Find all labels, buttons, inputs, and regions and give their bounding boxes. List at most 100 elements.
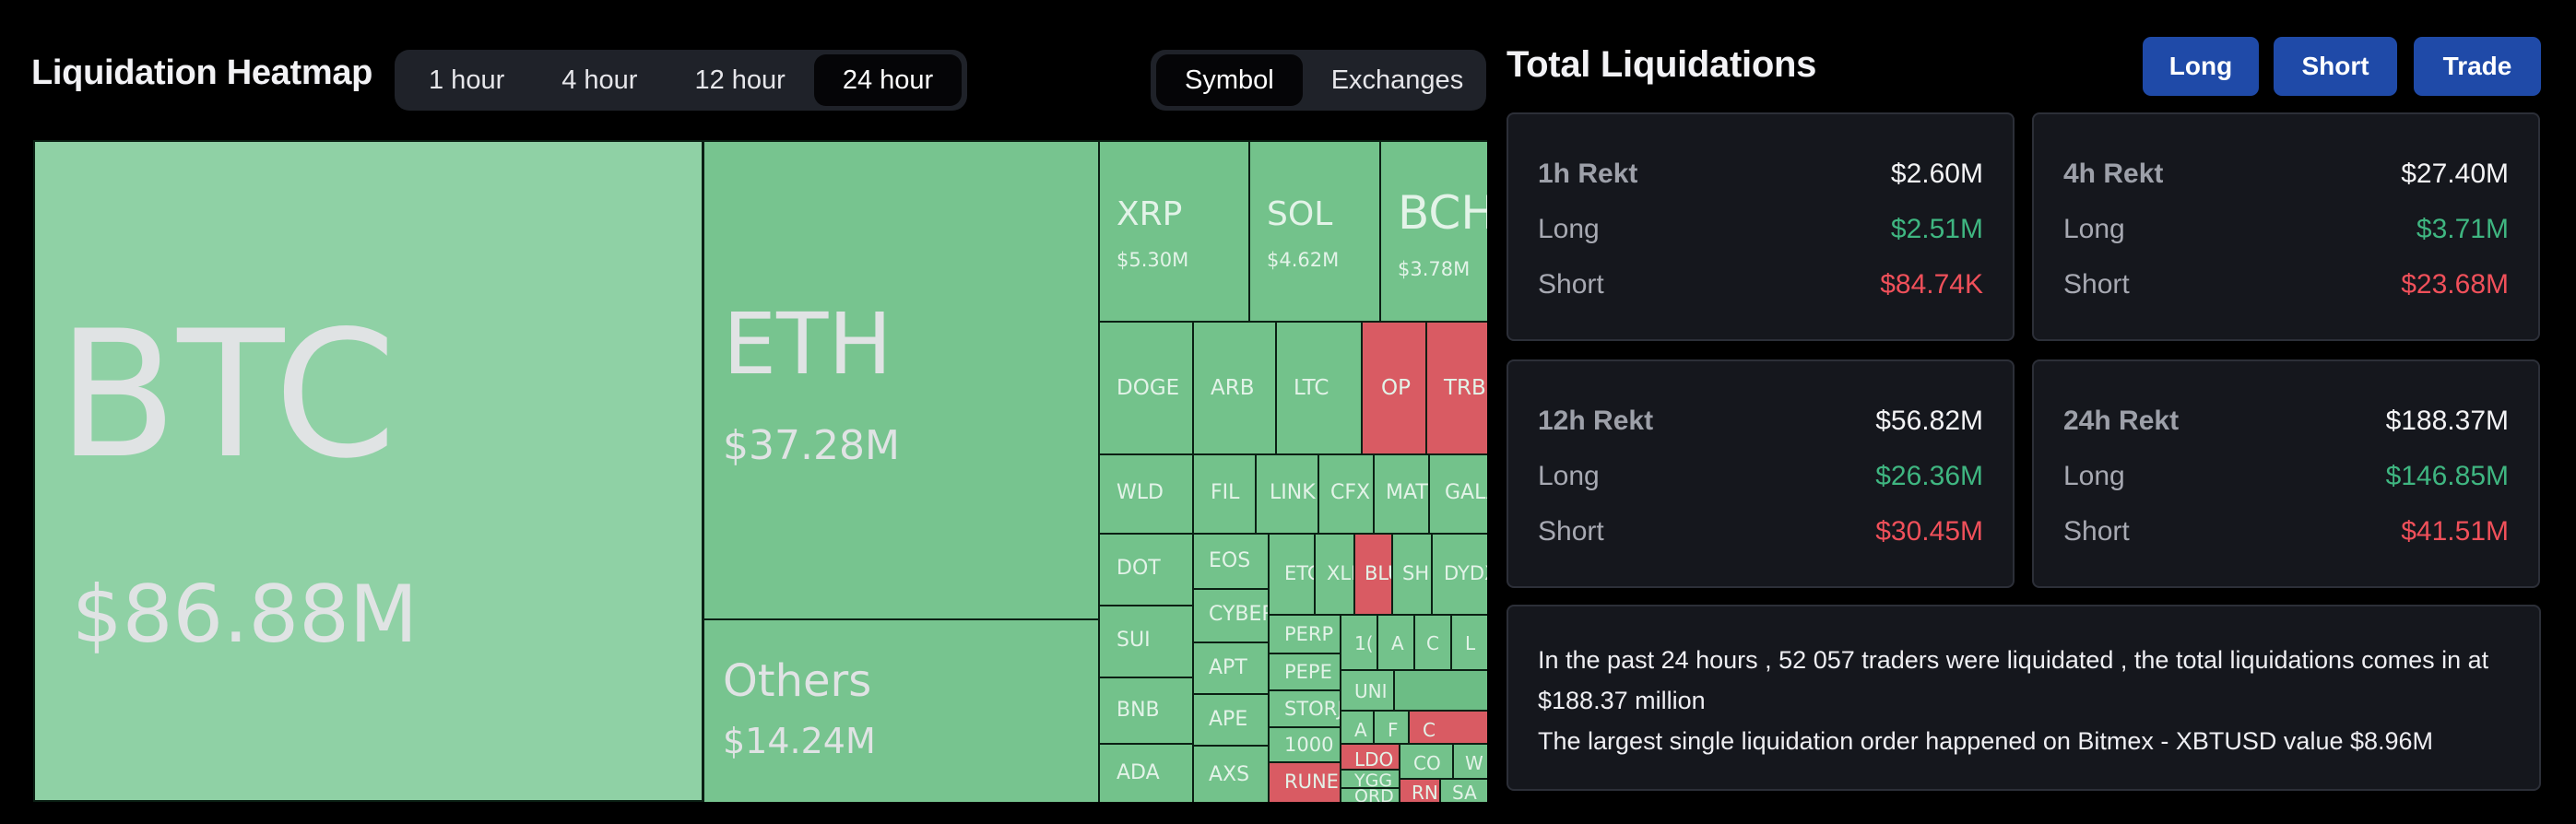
rekt-label: 1h Rekt bbox=[1538, 159, 1638, 189]
tile-trb[interactable]: TRB bbox=[1425, 321, 1487, 455]
tile-dot[interactable]: DOT bbox=[1098, 533, 1194, 606]
tile-ord[interactable]: ORD bbox=[1340, 787, 1400, 802]
tile-ygg[interactable]: YGG bbox=[1340, 769, 1400, 789]
tile-symbol: CYBER bbox=[1209, 603, 1270, 626]
tile-symbol: 1( bbox=[1354, 632, 1374, 654]
tile-symbol: LDO bbox=[1354, 748, 1394, 771]
tile-symbol: DOT bbox=[1117, 557, 1161, 580]
tile-symbol: XRP bbox=[1117, 195, 1183, 233]
tile-storj[interactable]: STORJ bbox=[1268, 689, 1341, 728]
tile-co[interactable]: CO bbox=[1399, 743, 1454, 780]
tile-symbol: SOL bbox=[1267, 195, 1333, 233]
tile-tiny-7[interactable]: C bbox=[1408, 710, 1487, 745]
tile-tiny-2[interactable]: A bbox=[1377, 614, 1415, 671]
rekt-short-row: Short $30.45M bbox=[1538, 516, 1983, 553]
tile-symbol: GALA bbox=[1445, 481, 1487, 504]
tile-cyber[interactable]: CYBER bbox=[1192, 588, 1270, 643]
tile-tiny-6[interactable]: F bbox=[1373, 710, 1410, 745]
timeframe-4h[interactable]: 4 hour bbox=[561, 65, 638, 95]
tile-pepe[interactable]: PEPE bbox=[1268, 653, 1341, 691]
tile-xrp[interactable]: XRP $5.30M bbox=[1098, 140, 1250, 323]
tile-rn[interactable]: RN bbox=[1399, 778, 1441, 802]
trade-button[interactable]: Trade bbox=[2414, 37, 2541, 96]
tile-tiny-5[interactable]: A bbox=[1340, 710, 1375, 745]
tile-sui[interactable]: SUI bbox=[1098, 605, 1194, 678]
tile-symbol: STORJ bbox=[1284, 698, 1341, 720]
tile-apt[interactable]: APT bbox=[1192, 642, 1270, 695]
rekt-long-row: Long $26.36M bbox=[1538, 461, 1983, 498]
tile-tiny-4[interactable]: L bbox=[1450, 614, 1487, 671]
tile-doge[interactable]: DOGE bbox=[1098, 321, 1194, 455]
tile-ada[interactable]: ADA bbox=[1098, 743, 1194, 802]
tile-cfx[interactable]: CFX bbox=[1318, 453, 1375, 535]
tile-bnb[interactable]: BNB bbox=[1098, 677, 1194, 745]
tile-bch[interactable]: BCH $3.78M bbox=[1379, 140, 1487, 323]
tile-symbol: LTC bbox=[1294, 376, 1329, 400]
timeframe-12h[interactable]: 12 hour bbox=[694, 65, 786, 95]
rekt-total: $188.37M bbox=[2385, 406, 2509, 436]
tile-others[interactable]: Others $14.24M bbox=[703, 618, 1100, 802]
tile-gala[interactable]: GALA bbox=[1428, 453, 1487, 535]
rekt-card-1h: 1h Rekt $2.60M Long $2.51M Short $84.74K bbox=[1507, 112, 2015, 341]
rekt-short-row: Short $23.68M bbox=[2063, 269, 2509, 306]
long-label: Long bbox=[2063, 461, 2125, 491]
tile-op[interactable]: OP bbox=[1361, 321, 1427, 455]
tile-1000[interactable]: 1000 bbox=[1268, 726, 1341, 763]
tile-shib[interactable]: SHIB bbox=[1391, 533, 1433, 616]
tile-ltc[interactable]: LTC bbox=[1275, 321, 1363, 455]
liquidation-treemap: BTC $86.88M ETH $37.28M Others $14.24M X… bbox=[33, 140, 1487, 802]
timeframe-24h[interactable]: 24 hour bbox=[813, 54, 963, 106]
tile-perp[interactable]: PERP bbox=[1268, 614, 1341, 654]
tile-symbol: SUI bbox=[1117, 629, 1151, 652]
tile-sol[interactable]: SOL $4.62M bbox=[1248, 140, 1381, 323]
tile-sa[interactable]: SA bbox=[1439, 778, 1487, 802]
tile-uni[interactable]: UNI bbox=[1340, 669, 1395, 712]
tile-fil[interactable]: FIL bbox=[1192, 453, 1257, 535]
tile-wld[interactable]: WLD bbox=[1098, 453, 1194, 535]
tile-symbol: ETH bbox=[723, 295, 892, 394]
tile-ldo[interactable]: LDO bbox=[1340, 743, 1400, 771]
tile-arb[interactable]: ARB bbox=[1192, 321, 1277, 455]
tile-rune[interactable]: RUNE bbox=[1268, 761, 1341, 802]
rekt-label: 12h Rekt bbox=[1538, 406, 1654, 436]
tile-tiny-3[interactable]: C bbox=[1413, 614, 1452, 671]
timeframe-1h[interactable]: 1 hour bbox=[429, 65, 505, 95]
tile-eos[interactable]: EOS bbox=[1192, 533, 1270, 590]
tile-ape[interactable]: APE bbox=[1192, 693, 1270, 747]
tile-symbol: YGG bbox=[1354, 771, 1393, 789]
tile-dydx[interactable]: DYDX bbox=[1431, 533, 1487, 616]
heatmap-title: Liquidation Heatmap bbox=[31, 53, 373, 92]
tile-eth[interactable]: ETH $37.28M bbox=[703, 140, 1100, 620]
rekt-long-row: Long $146.85M bbox=[2063, 461, 2509, 498]
rekt-label: 4h Rekt bbox=[2063, 159, 2164, 189]
tile-btc[interactable]: BTC $86.88M bbox=[33, 140, 703, 802]
rekt-long-row: Long $2.51M bbox=[1538, 214, 1983, 251]
tile-etc[interactable]: ETC bbox=[1268, 533, 1316, 616]
long-button[interactable]: Long bbox=[2143, 37, 2259, 96]
rekt-long-row: Long $3.71M bbox=[2063, 214, 2509, 251]
view-exchanges[interactable]: Exchanges bbox=[1330, 65, 1464, 95]
tile-symbol: RN bbox=[1412, 782, 1438, 802]
tile-w[interactable]: W bbox=[1452, 743, 1487, 780]
tile-symbol: BLUR bbox=[1365, 562, 1391, 584]
tile-symbol: SA bbox=[1452, 782, 1477, 802]
tile-matic[interactable]: MATIC bbox=[1373, 453, 1430, 535]
view-symbol[interactable]: Symbol bbox=[1156, 54, 1303, 106]
total-liquidations-title: Total Liquidations bbox=[1507, 44, 1817, 85]
tile-tiny-1[interactable]: 1( bbox=[1340, 614, 1378, 671]
tile-symbol: W bbox=[1465, 752, 1483, 774]
short-button[interactable]: Short bbox=[2274, 37, 2397, 96]
short-label: Short bbox=[2063, 516, 2130, 547]
tile-symbol: Others bbox=[723, 655, 872, 707]
tile-symbol: ARB bbox=[1211, 376, 1255, 400]
rekt-short: $41.51M bbox=[2401, 516, 2509, 547]
rekt-long: $146.85M bbox=[2385, 461, 2509, 491]
rekt-short-row: Short $84.74K bbox=[1538, 269, 1983, 306]
tile-link[interactable]: LINK bbox=[1255, 453, 1319, 535]
tile-xlm[interactable]: XLM bbox=[1314, 533, 1355, 616]
rekt-card-24h: 24h Rekt $188.37M Long $146.85M Short $41.5… bbox=[2032, 359, 2540, 588]
tile-axs[interactable]: AXS bbox=[1192, 745, 1270, 802]
rekt-short: $23.68M bbox=[2401, 269, 2509, 300]
rekt-long: $3.71M bbox=[2416, 214, 2509, 244]
tile-blur[interactable]: BLUR bbox=[1353, 533, 1393, 616]
